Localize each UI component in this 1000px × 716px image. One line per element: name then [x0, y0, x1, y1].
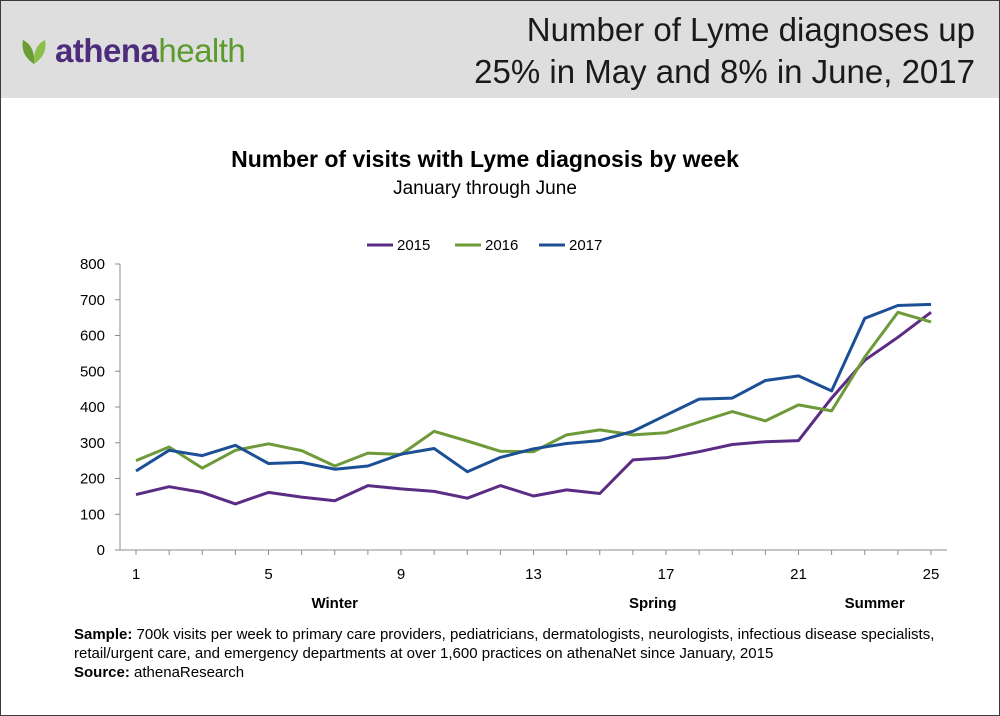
x-tick-label: 13: [525, 566, 542, 583]
series-line-2017: [135, 302, 932, 474]
season-label: Winter: [311, 595, 358, 612]
x-tick-label: 1: [132, 566, 140, 583]
series-line-2016: [135, 310, 932, 470]
leaf-icon: [22, 40, 46, 64]
season-label: Spring: [629, 595, 677, 612]
chart-subtitle: January through June: [393, 178, 577, 199]
sample-label: Sample:: [74, 626, 133, 643]
footnote: Sample: 700k visits per week to primary …: [74, 625, 974, 682]
legend-label-2017: 2017: [569, 237, 602, 254]
athenahealth-logo: athenahealth: [19, 31, 246, 71]
logo-text-health: health: [158, 32, 246, 69]
headline-line-2: 25% in May and 8% in June, 2017: [474, 53, 975, 90]
source-label: Source:: [74, 664, 130, 681]
x-tick-label: 5: [264, 566, 272, 583]
legend-label-2016: 2016: [485, 237, 518, 254]
header-banner: athenahealth Number of Lyme diagnoses up…: [1, 1, 999, 98]
headline: Number of Lyme diagnoses up 25% in May a…: [474, 9, 975, 93]
y-tick-label: 700: [80, 292, 105, 309]
logo-text-athena: athena: [55, 32, 159, 69]
x-tick-label: 9: [397, 566, 405, 583]
source-text: athenaResearch: [134, 664, 245, 681]
y-tick-label: 0: [97, 542, 105, 559]
chart-title: Number of visits with Lyme diagnosis by …: [231, 146, 739, 172]
y-tick-label: 200: [80, 471, 105, 488]
x-tick-label: 25: [923, 566, 940, 583]
y-tick-label: 400: [80, 399, 105, 416]
y-tick-label: 500: [80, 363, 105, 380]
season-label: Summer: [845, 595, 905, 612]
y-tick-label: 600: [80, 328, 105, 345]
y-tick-label: 300: [80, 435, 105, 452]
legend-label-2015: 2015: [397, 237, 430, 254]
sample-text: 700k visits per week to primary care pro…: [74, 626, 935, 662]
y-tick-label: 800: [80, 256, 105, 273]
x-tick-label: 17: [658, 566, 675, 583]
x-tick-label: 21: [790, 566, 807, 583]
headline-line-1: Number of Lyme diagnoses up: [526, 11, 975, 48]
y-tick-label: 100: [80, 506, 105, 523]
series-line-2015: [135, 311, 932, 506]
